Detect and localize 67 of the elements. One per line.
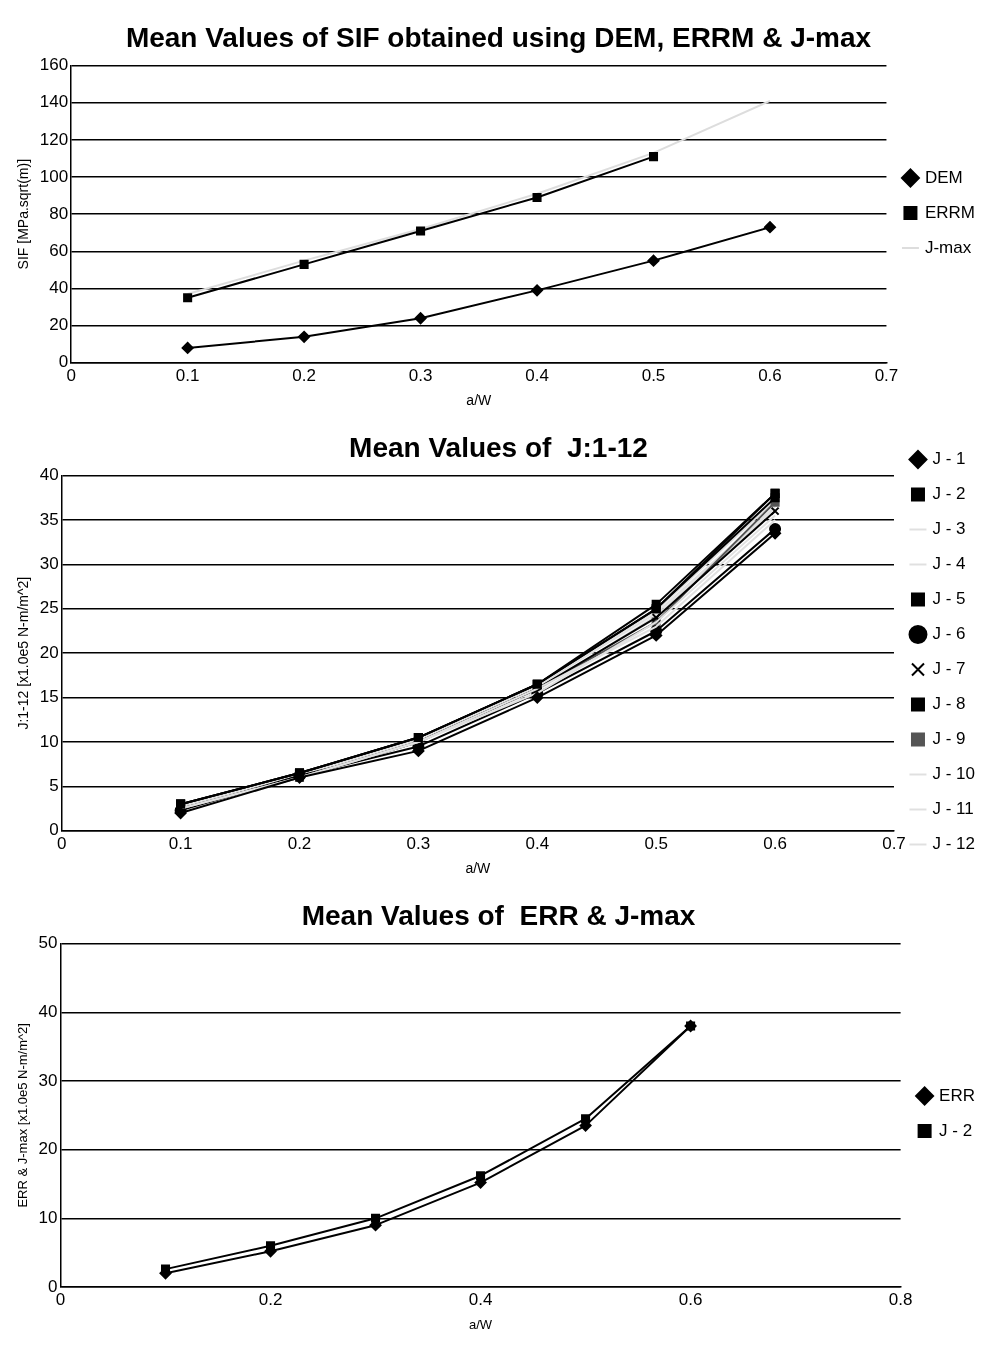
legend-label: J-max <box>924 237 972 257</box>
y-tick-label: 40 <box>49 278 69 298</box>
x-tick-label: 0.6 <box>763 833 787 853</box>
y-tick-label: 40 <box>39 465 59 485</box>
x-tick-label: 0.4 <box>468 1289 493 1309</box>
chart-title: Mean Values of J:1-12 <box>349 431 648 463</box>
y-tick-label: 15 <box>39 687 59 707</box>
y-tick-label: 20 <box>49 315 69 335</box>
x-axis-title: a/W <box>465 860 492 877</box>
x-axis-title: a/W <box>466 392 493 409</box>
x-axis-title: a/W <box>469 1316 493 1332</box>
x-tick-label: 0.7 <box>874 365 899 385</box>
legend-label: J - 4 <box>932 554 966 574</box>
x-tick-label: 0.2 <box>258 1289 283 1309</box>
legend-label: J - 12 <box>932 834 976 854</box>
legend-label: J - 1 <box>932 449 966 469</box>
y-tick-label: 10 <box>39 731 59 751</box>
y-tick-label: 20 <box>38 1139 58 1159</box>
y-tick-label: 140 <box>39 92 69 112</box>
x-tick-label: 0.6 <box>678 1289 703 1309</box>
x-tick-label: 0.5 <box>644 833 669 853</box>
chart-title: Mean Values of SIF obtained using DEM, ERRM & J-max <box>125 21 872 53</box>
legend-label: J - 7 <box>932 659 966 679</box>
y-tick-label: 120 <box>39 129 69 149</box>
x-tick-label: 0.2 <box>292 365 316 385</box>
legend-label: J - 6 <box>932 624 966 644</box>
y-axis-title: J:1-12 [x1.0e5 N-m/m^2] <box>15 576 32 730</box>
y-tick-label: 100 <box>39 166 69 186</box>
y-tick-label: 40 <box>38 1001 58 1021</box>
y-tick-label: 10 <box>38 1208 58 1228</box>
x-tick-label: 0.4 <box>525 833 550 853</box>
legend-label: J - 10 <box>932 764 976 784</box>
y-axis-title: SIF [MPa.sqrt(m)] <box>15 158 32 270</box>
y-tick-label: 80 <box>49 203 69 223</box>
y-tick-label: 0 <box>49 820 59 840</box>
legend-label: J - 5 <box>932 589 966 609</box>
y-tick-label: 160 <box>39 55 69 75</box>
y-tick-label: 0 <box>48 1276 58 1296</box>
y-tick-label: 25 <box>39 598 59 618</box>
y-tick-label: 5 <box>49 776 59 796</box>
x-tick-label: 0.1 <box>175 365 200 385</box>
x-tick-label: 0.3 <box>408 365 433 385</box>
legend-label: J - 2 <box>939 1120 973 1140</box>
chart-title: Mean Values of ERR & J-max <box>301 899 696 931</box>
y-tick-label: 35 <box>39 509 59 529</box>
legend-label: ERRM <box>924 202 976 222</box>
x-tick-label: 0.5 <box>641 365 666 385</box>
x-tick-label: 0.8 <box>888 1289 913 1309</box>
legend-label: J - 2 <box>932 484 966 504</box>
legend-label: J - 3 <box>932 519 966 539</box>
x-tick-label: 0.7 <box>882 833 906 853</box>
legend-label: J - 8 <box>932 694 966 714</box>
y-axis-title: ERR & J-max [x1.0e5 N-m/m^2] <box>15 1023 31 1208</box>
x-tick-label: 0.1 <box>168 833 193 853</box>
x-tick-label: 0.6 <box>758 365 782 385</box>
y-tick-label: 50 <box>38 933 58 953</box>
legend-label: ERR <box>939 1085 976 1105</box>
legend-label: J - 11 <box>932 799 974 819</box>
y-tick-label: 20 <box>39 642 59 662</box>
x-tick-label: 0.2 <box>287 833 312 853</box>
x-tick-label: 0.3 <box>406 833 431 853</box>
x-tick-label: 0.4 <box>525 365 549 385</box>
y-tick-label: 30 <box>38 1070 58 1090</box>
legend-label: J - 9 <box>932 729 966 749</box>
y-tick-label: 30 <box>39 554 59 574</box>
y-tick-label: 60 <box>49 241 69 261</box>
legend-label: DEM <box>924 167 963 187</box>
